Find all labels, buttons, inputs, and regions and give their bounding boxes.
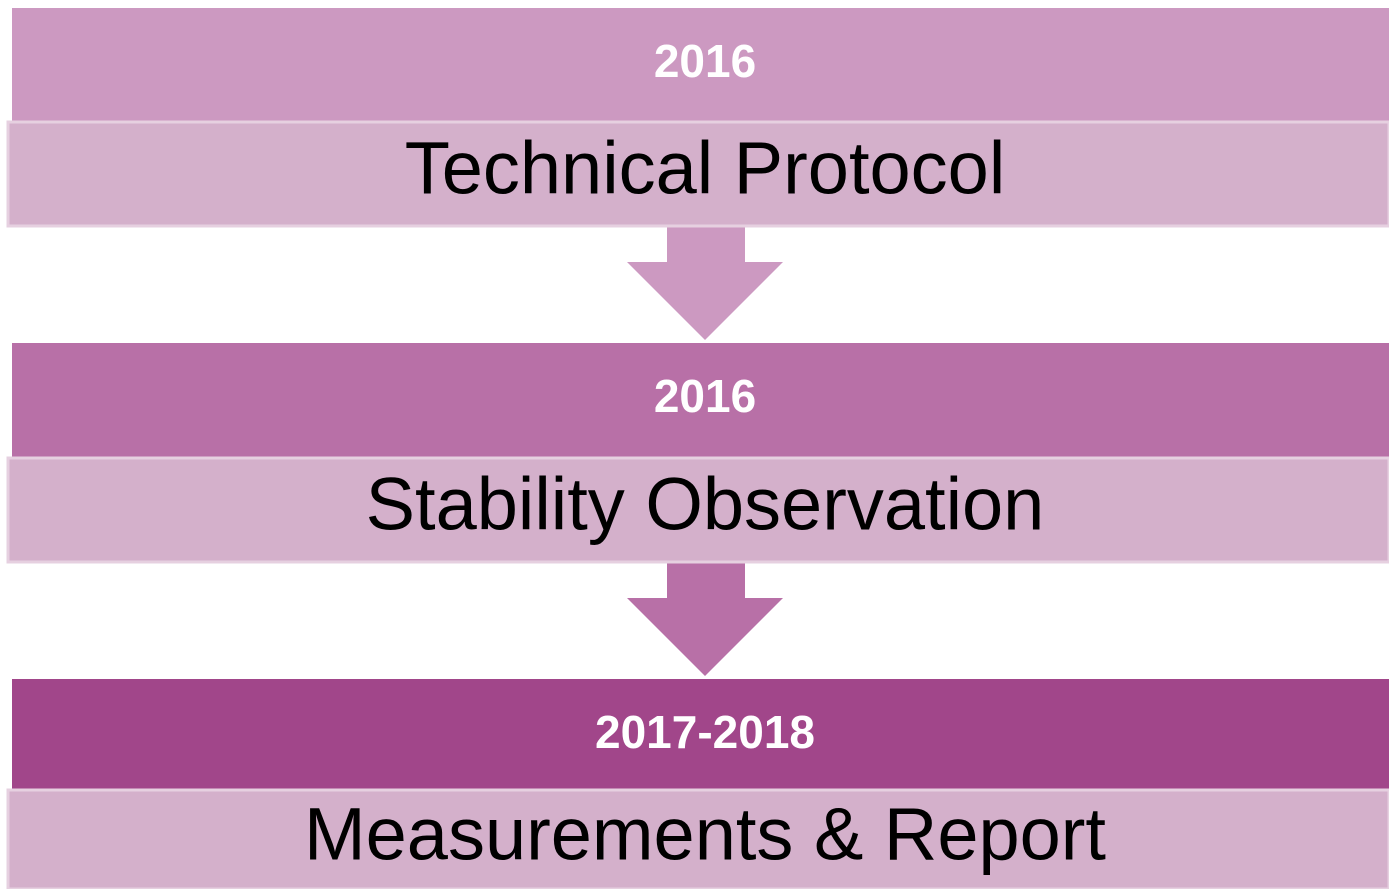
arrow bbox=[627, 225, 783, 340]
arrow bbox=[627, 562, 783, 676]
period-bar bbox=[12, 679, 1389, 789]
step-period: 2017-2018 bbox=[595, 706, 815, 758]
step-box bbox=[6, 120, 1389, 228]
step-box bbox=[6, 456, 1389, 564]
step-label: Stability Observation bbox=[366, 463, 1045, 546]
step-period: 2016 bbox=[654, 370, 756, 422]
step-label: Measurements & Report bbox=[304, 793, 1106, 876]
period-bar bbox=[12, 8, 1389, 122]
step-period: 2016 bbox=[654, 35, 756, 87]
step-label: Technical Protocol bbox=[405, 127, 1006, 210]
step-box bbox=[6, 788, 1389, 889]
period-bar bbox=[12, 343, 1389, 457]
